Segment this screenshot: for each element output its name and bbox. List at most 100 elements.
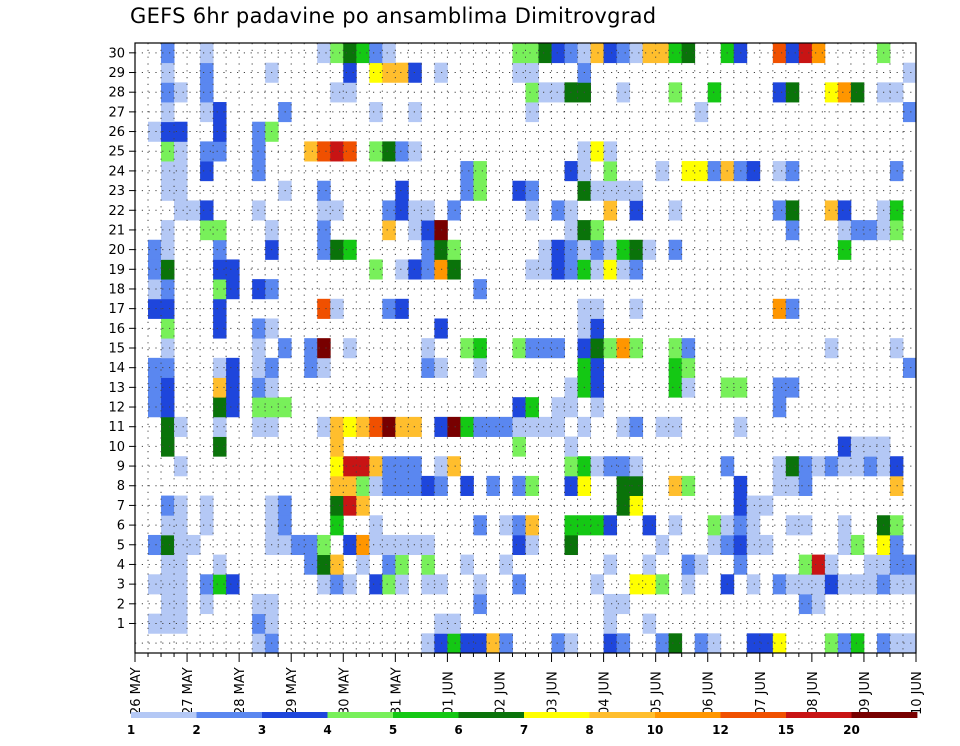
heatmap-cell — [161, 416, 175, 437]
heatmap-cell — [174, 180, 188, 201]
heatmap-cell — [460, 338, 474, 359]
colorbar-swatch — [655, 712, 721, 718]
heatmap-cell — [460, 475, 474, 496]
heatmap-cell — [343, 475, 357, 496]
heatmap-cell — [811, 43, 826, 64]
heatmap-cell — [330, 200, 344, 221]
heatmap-cell — [200, 62, 214, 83]
heatmap-cell — [902, 633, 917, 654]
heatmap-cell — [863, 574, 878, 595]
heatmap-cell — [603, 180, 618, 201]
heatmap-cell — [772, 633, 787, 654]
heatmap-cell — [590, 298, 604, 319]
heatmap-cell — [772, 475, 787, 496]
heatmap-cell — [200, 43, 214, 64]
heatmap-cell — [395, 180, 409, 201]
x-axis: 26 MAY 27 MAY 28 MAY 29 MAY 30 MAY 31 MAY 01 J… — [129, 653, 925, 715]
heatmap-cell — [161, 574, 175, 595]
heatmap-cell — [252, 633, 266, 654]
heatmap-cell — [850, 574, 865, 595]
heatmap-cell — [408, 475, 422, 496]
heatmap-cell — [408, 62, 422, 83]
heatmap-cell — [369, 574, 383, 595]
heatmap-cell — [785, 574, 800, 595]
heatmap-cell — [902, 554, 917, 575]
x-tick-label: 06 JUN — [702, 671, 717, 715]
heatmap-cell — [798, 574, 813, 595]
heatmap-cell — [174, 613, 188, 634]
heatmap-cell — [317, 239, 331, 260]
y-tick-label: 8 — [117, 479, 125, 494]
heatmap-cell — [174, 515, 188, 536]
heatmap-cell — [395, 141, 409, 162]
heatmap-cell — [759, 633, 774, 654]
heatmap-cell — [213, 239, 227, 260]
heatmap-cell — [330, 554, 344, 575]
heatmap-cell — [161, 495, 175, 516]
heatmap-cell — [473, 574, 487, 595]
heatmap-cell — [629, 416, 644, 437]
heatmap-cell — [161, 436, 175, 457]
heatmap-cell — [395, 298, 409, 319]
heatmap-cell — [707, 515, 722, 536]
heatmap-cell — [200, 141, 214, 162]
heatmap-cell — [252, 318, 266, 339]
y-tick-label: 5 — [117, 538, 125, 553]
heatmap-cell — [525, 416, 539, 437]
heatmap-cell — [304, 141, 318, 162]
heatmap-cell — [460, 161, 474, 182]
heatmap-cell — [187, 200, 201, 221]
heatmap-cell — [213, 220, 227, 241]
heatmap-cell — [512, 436, 526, 457]
heatmap-cell — [408, 220, 422, 241]
heatmap-cell — [161, 141, 175, 162]
heatmap-cell — [850, 456, 865, 477]
heatmap-cell — [629, 43, 644, 64]
y-tick-label: 24 — [108, 164, 125, 179]
heatmap-cell — [616, 259, 631, 280]
colorbar-swatch — [524, 712, 590, 718]
heatmap-cell — [746, 161, 761, 182]
heatmap-cell — [447, 416, 461, 437]
y-tick-label: 22 — [108, 204, 125, 219]
heatmap-cells — [148, 43, 917, 654]
heatmap-cell — [317, 574, 331, 595]
heatmap-cell — [642, 515, 657, 536]
heatmap-cell — [213, 436, 227, 457]
heatmap-cell — [213, 259, 227, 280]
x-tick-label: 07 JUN — [754, 671, 769, 715]
heatmap-cell — [603, 593, 618, 615]
heatmap-cell — [252, 338, 266, 359]
heatmap-cell — [902, 102, 917, 123]
x-tick-label: 27 MAY — [181, 667, 196, 715]
heatmap-cell — [161, 397, 175, 418]
heatmap-cell — [785, 161, 800, 182]
colorbar-label: 10 — [647, 723, 664, 737]
heatmap-cell — [525, 515, 539, 536]
heatmap-cell — [473, 279, 487, 300]
heatmap-cell — [590, 515, 604, 536]
y-tick-label: 6 — [117, 519, 125, 534]
heatmap-cell — [382, 456, 396, 477]
heatmap-cell — [395, 574, 409, 595]
heatmap-cell — [200, 82, 214, 103]
heatmap-cell — [356, 475, 370, 496]
heatmap-cell — [837, 220, 852, 241]
y-tick-label: 2 — [117, 597, 125, 612]
heatmap-cell — [824, 200, 839, 221]
heatmap-cell — [681, 377, 696, 398]
heatmap-cell — [499, 515, 513, 536]
heatmap-cell — [382, 141, 396, 162]
heatmap-cell — [460, 416, 474, 437]
heatmap-cell — [538, 82, 552, 103]
heatmap-cell — [317, 220, 331, 241]
heatmap-cell — [512, 515, 526, 536]
heatmap-cell — [525, 43, 539, 64]
heatmap-cell — [902, 357, 917, 378]
heatmap-cell — [473, 338, 487, 359]
heatmap-cell — [382, 416, 396, 437]
heatmap-cell — [408, 259, 422, 280]
heatmap-cell — [811, 593, 826, 615]
heatmap-cell — [551, 416, 565, 437]
x-tick-label: 28 MAY — [233, 667, 248, 715]
